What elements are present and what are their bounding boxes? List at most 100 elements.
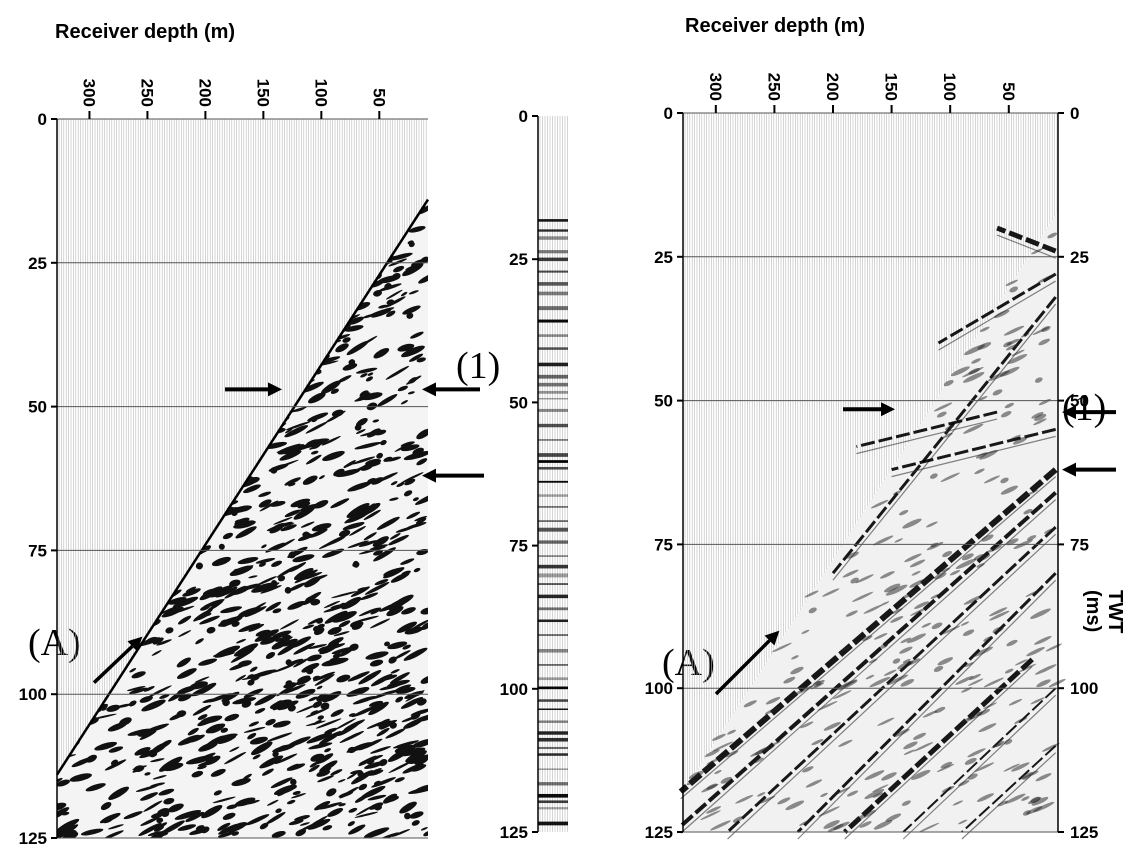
- left-wavelet: [286, 763, 299, 770]
- left-wavelet: [286, 799, 296, 805]
- left-wavelet: [373, 179, 382, 185]
- left-wavelet: [350, 770, 362, 775]
- left-wavelet: [278, 575, 286, 582]
- right-wavelet: [710, 820, 731, 831]
- left-wavelet: [144, 772, 151, 776]
- left-wavelet: [351, 705, 377, 718]
- left-wavelet: [317, 646, 329, 652]
- left-wavelet: [59, 427, 80, 436]
- middle-reflection-band: [538, 219, 568, 222]
- right-wavelet: [735, 794, 754, 804]
- left-wavelet: [57, 156, 78, 170]
- middle-ytick-label: 100: [500, 680, 528, 699]
- right-ytick-label: 0: [664, 104, 673, 123]
- left-wavelet: [376, 452, 383, 459]
- left-wavelet: [393, 265, 405, 273]
- left-wavelet: [269, 699, 292, 710]
- left-wavelet: [381, 199, 397, 209]
- left-wavelet: [266, 732, 293, 742]
- left-wavelet: [318, 538, 340, 550]
- left-wavelet: [418, 187, 432, 197]
- left-wavelet: [363, 509, 381, 521]
- left-wavelet: [371, 477, 384, 485]
- left-wavelet: [376, 147, 396, 155]
- right-wavelet: [972, 646, 993, 657]
- right-wavelet: [937, 657, 954, 666]
- right-wavelet: [868, 658, 878, 664]
- left-grid: [57, 118, 428, 839]
- right-wavelet: [941, 625, 961, 635]
- left-wavelet: [209, 723, 226, 734]
- left-wavelet: [249, 666, 258, 672]
- left-wavelet: [324, 266, 335, 272]
- left-wavelet: [247, 679, 255, 686]
- left-wavelet: [279, 619, 300, 630]
- left-wavelet: [332, 182, 359, 195]
- left-wavelet: [326, 788, 337, 797]
- left-wavelet: [90, 142, 98, 148]
- middle-reflection-band: [538, 540, 568, 544]
- left-wavelet: [218, 823, 240, 835]
- middle-reflection-band: [538, 494, 568, 497]
- left-wavelet: [348, 824, 366, 835]
- left-wavelet: [246, 165, 259, 173]
- right-ytick-label: 25: [654, 248, 673, 267]
- left-wavelet: [344, 139, 371, 150]
- left-wavelet: [323, 256, 331, 260]
- left-wavelet: [383, 567, 405, 579]
- left-wavelet: [103, 830, 124, 838]
- right-wavelet: [827, 824, 844, 833]
- left-wavelet: [129, 687, 148, 694]
- left-wavelet: [347, 316, 364, 325]
- right-wavelet: [983, 677, 1004, 688]
- left-wavelet: [58, 219, 78, 228]
- left-wavelet: [215, 456, 236, 468]
- left-wavelet: [209, 585, 233, 598]
- left-wavelet: [299, 822, 310, 826]
- left-wavelet: [385, 728, 406, 739]
- left-wavelet: [127, 600, 137, 608]
- left-wavelet: [273, 516, 293, 525]
- right-wavelet: [855, 574, 874, 584]
- middle-reflection-band: [538, 408, 568, 412]
- left-ytick-label: 75: [28, 541, 47, 560]
- left-wavelet: [336, 674, 351, 683]
- right-wavelet: [962, 366, 984, 378]
- middle-traces: [539, 116, 568, 832]
- right-reflection-event: [678, 467, 1058, 795]
- left-wavelet: [171, 241, 185, 248]
- right-wavelet: [701, 783, 719, 793]
- left-wavelet: [179, 462, 192, 471]
- left-wavelet: [284, 684, 306, 694]
- right-reflection-event: [961, 744, 1057, 833]
- left-wavelet: [262, 167, 270, 172]
- left-wavelet: [199, 605, 211, 611]
- left-wavelet: [288, 819, 304, 826]
- left-wavelet: [364, 581, 390, 595]
- left-wavelet: [215, 559, 227, 565]
- right-wavelet: [950, 366, 970, 377]
- right-wavelet: [879, 643, 889, 649]
- left-ytick-label: 50: [28, 398, 47, 417]
- left-wavelet: [330, 199, 343, 200]
- right-wavelet: [823, 721, 841, 731]
- left-wavelet: [265, 651, 276, 659]
- left-wavelet: [348, 807, 358, 813]
- right-wavelet: [720, 776, 732, 784]
- right-wavelet: [991, 743, 1002, 749]
- right-wavelet: [1031, 411, 1044, 419]
- left-wavelet: [361, 392, 383, 401]
- right-wavelet: [1034, 413, 1047, 421]
- left-arrow-A: [92, 645, 134, 684]
- left-wavelet: [139, 695, 153, 703]
- left-wavelet: [123, 591, 131, 596]
- left-wavelet: [82, 518, 104, 532]
- left-wavelet: [317, 775, 335, 783]
- left-wavelet: [325, 129, 339, 140]
- left-wavelet: [121, 471, 140, 482]
- right-wavelet: [1036, 679, 1051, 688]
- right-wavelet: [899, 509, 909, 516]
- middle-reflection-band: [538, 708, 568, 710]
- left-wavelet: [282, 305, 294, 312]
- left-wavelet: [390, 481, 398, 486]
